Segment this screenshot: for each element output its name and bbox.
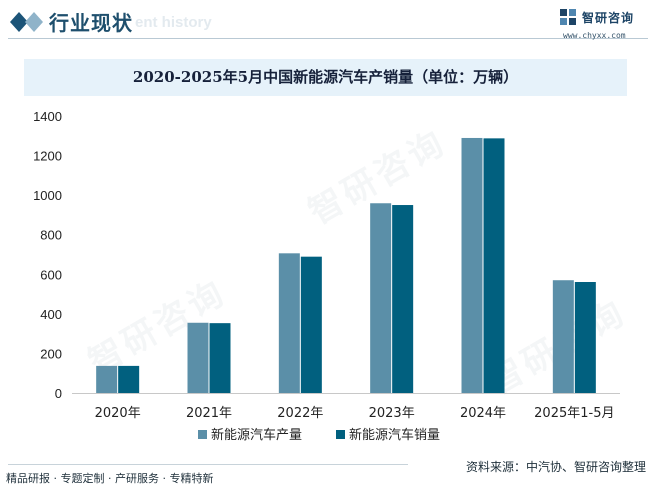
bar-sales bbox=[118, 365, 140, 393]
bar-chart: 0 200 400 600 800 1000 1200 1400 2020年 2021年 2022年… bbox=[33, 109, 620, 443]
chart-title: 2020-2025年5月中国新能源汽车产销量（单位：万辆） bbox=[132, 68, 519, 86]
bar-sales bbox=[483, 138, 505, 393]
legend-swatch bbox=[336, 430, 345, 439]
y-tick-label: 600 bbox=[40, 267, 62, 282]
bar-production bbox=[461, 137, 483, 393]
bar-production bbox=[96, 365, 118, 393]
bar-production bbox=[370, 203, 392, 393]
bar-production bbox=[552, 280, 574, 393]
y-tick-label: 1200 bbox=[33, 149, 62, 164]
bar-sales bbox=[300, 256, 322, 393]
footer-divider bbox=[8, 464, 408, 465]
y-tick-label: 0 bbox=[55, 386, 62, 401]
y-tick-label: 1000 bbox=[33, 188, 62, 203]
y-tick-label: 800 bbox=[40, 228, 62, 243]
x-tick-label: 2020年 bbox=[95, 406, 141, 421]
header-divider bbox=[8, 38, 648, 39]
brand-url: www.chyxx.com bbox=[563, 31, 626, 40]
x-tick-label: 2021年 bbox=[186, 406, 232, 421]
bar-sales bbox=[392, 205, 414, 393]
diamonds-icon bbox=[10, 12, 43, 32]
y-tick-label: 1400 bbox=[33, 109, 62, 124]
bar-sales bbox=[209, 323, 231, 393]
x-tick-label: 2023年 bbox=[369, 406, 415, 421]
brand-name: 智研咨询 bbox=[582, 11, 635, 25]
x-tick-label: 2024年 bbox=[460, 406, 506, 421]
header: 行业现状 ent history 智研咨询 www.chyxx.com bbox=[0, 0, 654, 52]
legend-label: 新能源汽车产量 bbox=[211, 427, 302, 443]
brand-logo-icon bbox=[560, 9, 576, 25]
y-tick-label: 400 bbox=[40, 307, 62, 322]
section-subtitle: ent history bbox=[135, 14, 212, 31]
chart-title-band: 2020-2025年5月中国新能源汽车产销量（单位：万辆） bbox=[24, 59, 627, 96]
section-title: 行业现状 bbox=[49, 11, 133, 35]
bar-production bbox=[278, 253, 300, 393]
x-tick-label: 2025年1-5月 bbox=[534, 406, 614, 421]
bar-production bbox=[187, 322, 209, 393]
legend-label: 新能源汽车销量 bbox=[349, 427, 440, 443]
bar-sales bbox=[574, 282, 596, 393]
legend-swatch bbox=[198, 430, 207, 439]
footer-tagline: 精品研报 · 专题定制 · 产研服务 · 专精特新 bbox=[6, 472, 214, 485]
y-tick-label: 200 bbox=[40, 346, 62, 361]
x-tick-label: 2022年 bbox=[277, 406, 323, 421]
data-source: 资料来源：中汽协、智研咨询整理 bbox=[465, 460, 646, 474]
